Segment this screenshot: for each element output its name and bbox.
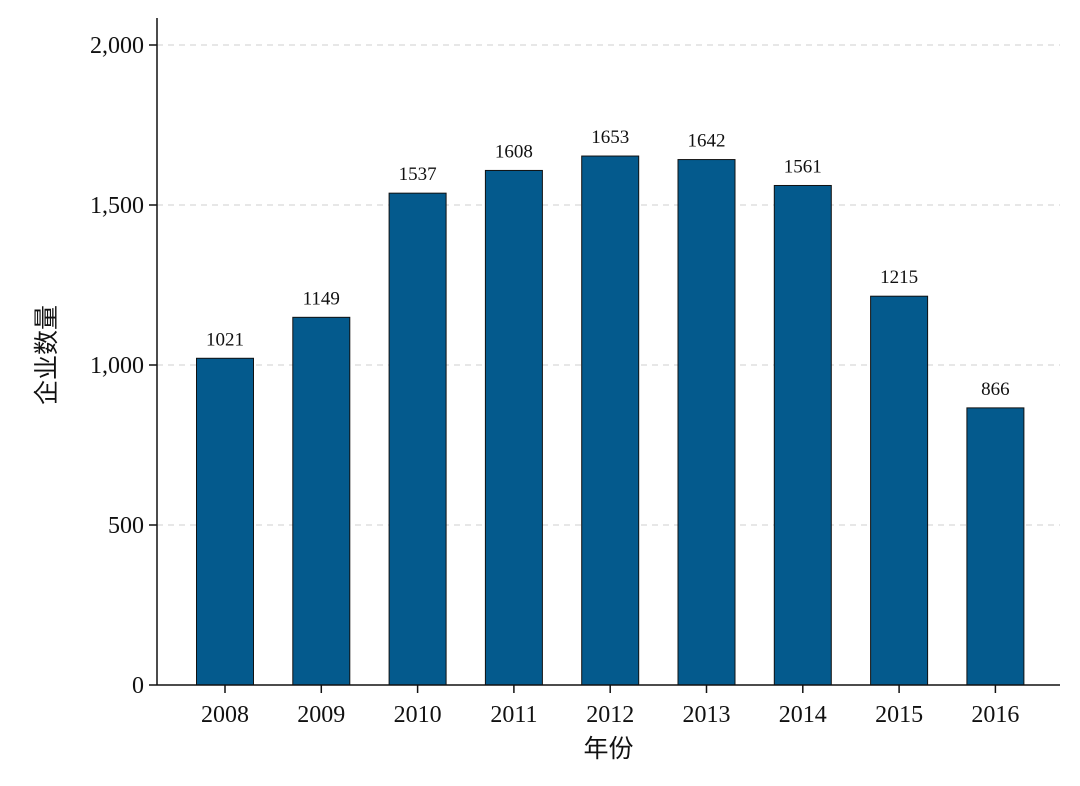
bar-2016	[966, 407, 1025, 686]
x-tick-label-2016: 2016	[971, 702, 1019, 728]
y-tick-label: 2,000	[90, 33, 144, 59]
data-label-2013: 1642	[688, 131, 726, 152]
x-tick-label-2014: 2014	[779, 702, 827, 728]
y-tick-label: 1,000	[90, 353, 144, 379]
x-tick-label-2013: 2013	[683, 702, 731, 728]
bar-2012	[581, 155, 640, 686]
bar-2011	[484, 169, 543, 686]
bar-2009	[292, 316, 351, 686]
data-label-2008: 1021	[206, 329, 244, 350]
axes	[156, 18, 1060, 686]
y-axis-title: 企业数量	[33, 305, 61, 405]
data-label-2016: 866	[981, 379, 1010, 400]
data-label-2014: 1561	[784, 156, 822, 177]
y-tick-label: 0	[132, 673, 144, 699]
bar-2015	[870, 295, 929, 686]
bar-2010	[388, 192, 447, 686]
x-tick-label-2015: 2015	[875, 702, 923, 728]
bars	[196, 155, 1025, 686]
data-label-2009: 1149	[303, 288, 340, 309]
x-ticks: 2008 2009 2010 2011 2012 2013 2014 2015 2016	[201, 685, 1019, 728]
data-label-2012: 1653	[591, 127, 629, 148]
x-tick-label-2010: 2010	[394, 702, 442, 728]
data-label-2010: 1537	[399, 164, 437, 185]
bar-2014	[773, 184, 832, 686]
data-label-2015: 1215	[880, 267, 918, 288]
y-tick-label: 500	[108, 513, 144, 539]
y-tick-label: 1,500	[90, 193, 144, 219]
bar-2013	[677, 159, 736, 686]
bar-2008	[196, 357, 254, 686]
data-labels: 1021 1149 1537 1608 1653 1642 1561 1215 866	[206, 127, 1010, 400]
x-tick-label-2012: 2012	[586, 702, 634, 728]
x-axis-title: 年份	[583, 735, 633, 763]
x-tick-label-2009: 2009	[297, 702, 345, 728]
x-tick-label-2011: 2011	[490, 702, 537, 728]
data-label-2011: 1608	[495, 141, 533, 162]
x-tick-label-2008: 2008	[201, 702, 249, 728]
y-ticks: 0 500 1,000 1,500 2,000	[90, 33, 157, 699]
